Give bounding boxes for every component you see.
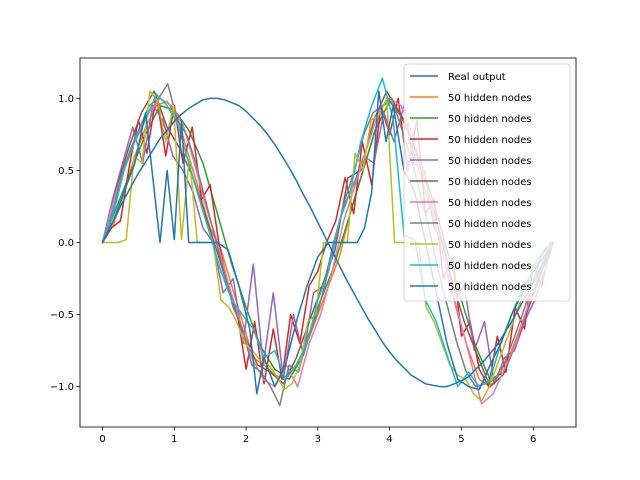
real-output-line-0: [101, 97, 549, 388]
legend: Real output 50 hidden nodes 50 hidden node…: [403, 63, 571, 302]
legend-label: 50 hidden nodes: [448, 93, 532, 104]
legend-label: 50 hidden nodes: [448, 135, 532, 146]
x-tick-label: 3: [315, 434, 321, 445]
y-tick-label: 1.0: [58, 94, 74, 105]
x-axis: 0 1 2 3 4 5 6: [99, 427, 536, 445]
legend-label: 50 hidden nodes: [448, 198, 532, 209]
hidden-nodes-line-4: [101, 104, 555, 385]
y-tick-label: 0.5: [58, 166, 74, 177]
y-tick-label: −0.5: [50, 310, 74, 321]
legend-label: 50 hidden nodes: [448, 156, 532, 167]
hidden-nodes-line-10: [101, 90, 555, 395]
legend-label: Real output: [448, 72, 506, 83]
x-tick-label: 4: [386, 434, 392, 445]
series-layer: [101, 77, 555, 407]
x-tick-label: 0: [99, 434, 105, 445]
legend-label: 50 hidden nodes: [448, 177, 532, 188]
x-tick-label: 5: [458, 434, 464, 445]
x-tick-label: 2: [243, 434, 249, 445]
hidden-nodes-line-9: [101, 77, 555, 388]
y-axis: −1.0 −0.5 0.0 0.5 1.0: [50, 94, 80, 393]
x-tick-label: 1: [171, 434, 177, 445]
legend-label: 50 hidden nodes: [448, 114, 532, 125]
legend-label: 50 hidden nodes: [448, 282, 532, 293]
legend-label: 50 hidden nodes: [448, 240, 532, 251]
y-tick-label: 0.0: [58, 238, 74, 249]
x-tick-label: 6: [530, 434, 536, 445]
legend-label: 50 hidden nodes: [448, 219, 532, 230]
legend-box: [403, 63, 571, 302]
y-tick-label: −1.0: [50, 382, 74, 393]
legend-label: 50 hidden nodes: [448, 261, 532, 272]
